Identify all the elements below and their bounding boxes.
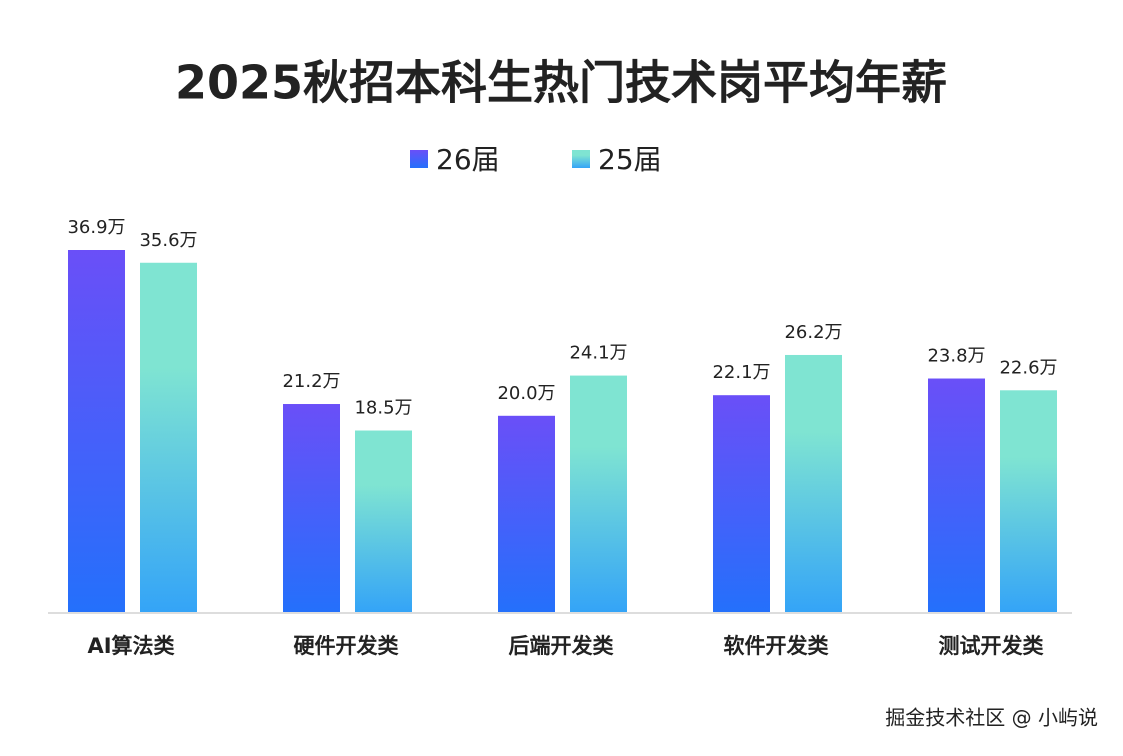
x-tick-label: 后端开发类 [509, 634, 615, 658]
value-label: 26.2万 [784, 322, 842, 343]
x-tick-label: 测试开发类 [939, 634, 1045, 658]
value-label: 36.9万 [67, 217, 125, 238]
bar [68, 250, 125, 612]
bar [283, 404, 340, 612]
legend-swatch [410, 150, 428, 168]
value-label: 20.0万 [497, 383, 555, 404]
value-label: 22.6万 [999, 357, 1057, 378]
x-tick-label: 软件开发类 [724, 634, 830, 658]
chart-title: 2025秋招本科生热门技术岗平均年薪 [175, 56, 947, 110]
x-tick-label: 硬件开发类 [294, 634, 400, 658]
bar [140, 262, 197, 612]
bar [1000, 390, 1057, 612]
legend-label: 25届 [598, 143, 662, 176]
bar [498, 415, 555, 612]
value-label: 22.1万 [712, 362, 770, 383]
bar [713, 395, 770, 612]
legend-swatch [572, 150, 590, 168]
bar [928, 378, 985, 612]
watermark: 掘金技术社区 @ 小屿说 [885, 706, 1098, 730]
legend-label: 26届 [436, 143, 500, 176]
value-label: 24.1万 [569, 343, 627, 364]
x-tick-label: AI算法类 [87, 634, 175, 658]
bar [355, 430, 412, 612]
value-label: 18.5万 [354, 398, 412, 419]
bar [570, 375, 627, 612]
value-label: 21.2万 [282, 371, 340, 392]
bar [785, 354, 842, 612]
value-label: 35.6万 [139, 230, 197, 251]
value-label: 23.8万 [927, 346, 985, 367]
